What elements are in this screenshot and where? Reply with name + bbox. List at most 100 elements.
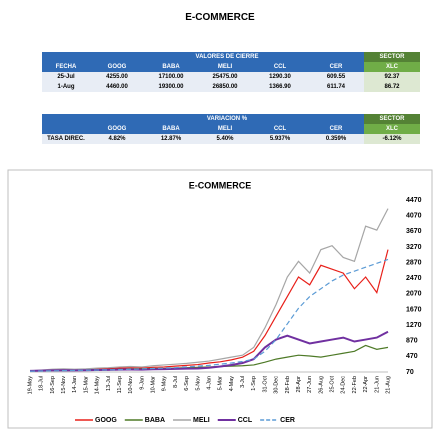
x-tick-label: 21-Aug [385,376,391,394]
table-cell: 1366.90 [252,82,308,92]
x-tick-label: 22-Apr [363,376,369,393]
x-tick-label: 26-Aug [318,376,324,394]
table-row: VARIACION % SECTOR [42,114,420,124]
table-cell: VARIACION % [90,114,364,124]
table-cell: CCL [252,62,308,72]
x-tick-label: 21-Jun [374,376,380,393]
y-tick-label: 3270 [406,244,422,251]
table-row: FECHA GOOG BABA MELI CCL CER XLC [42,62,420,72]
legend-label: GOOG [95,417,117,424]
table-row: 25-Jul 4255.00 17100.00 25475.00 1290.30 609.… [42,72,420,82]
x-tick-label: 4-Jan [206,376,212,390]
table-cell: GOOG [90,124,144,134]
table-cell [42,114,90,124]
table-cell [42,124,90,134]
y-tick-label: 2070 [406,291,422,298]
table-cell: 25-Jul [42,72,90,82]
y-tick-label: 70 [406,369,414,376]
legend-label: CER [280,417,295,424]
table-cell: CCL [252,124,308,134]
table-cell: BABA [144,62,198,72]
x-tick-label: 28-Apr [296,376,302,393]
line-series [29,208,389,372]
table-cell: 17100.00 [144,72,198,82]
x-tick-label: 9-May [162,376,168,392]
legend-label: MELI [193,417,210,424]
table-cell: 611.74 [308,82,364,92]
table-row: 1-Aug 4460.00 19300.00 26850.00 1366.90 611.7… [42,82,420,92]
table-cell: 12.87% [144,134,198,144]
x-tick-label: 3-Jul [240,376,246,388]
table-cell: MELI [198,62,252,72]
table-cell: -6.12% [364,134,420,144]
x-tick-label: 22-Feb [352,376,358,393]
table-cell: SECTOR [364,52,420,62]
x-tick-label: 31-Oct [262,376,268,393]
x-tick-label: 28-Feb [285,376,291,393]
variation-table: VARIACION % SECTOR GOOG BABA MELI CCL CER XLC TA… [42,114,420,144]
table-cell: MELI [198,124,252,134]
x-tick-label: 9-Jan [139,376,145,390]
x-tick-label: 1-Sep [251,376,257,391]
y-tick-label: 2870 [406,259,422,266]
table-cell: 1-Aug [42,82,90,92]
table-cell: 26850.00 [198,82,252,92]
table-cell: VALORES DE CIERRE [90,52,364,62]
x-tick-label: 14-Jan [72,376,78,393]
table-cell: 1290.30 [252,72,308,82]
closing-table: VALORES DE CIERRE SECTOR FECHA GOOG BABA MELI… [42,52,420,92]
y-tick-label: 4070 [406,212,422,219]
y-tick-label: 2470 [406,275,422,282]
x-tick-label: 5-Mar [218,376,224,391]
x-tick-label: 25-Oct [330,376,336,393]
y-tick-label: 470 [406,353,418,360]
page-title: E-COMMERCE [185,12,255,23]
x-tick-label: 6-Sep [184,376,190,391]
x-tick-label: 14-May [95,376,101,395]
x-tick-label: 15-Nov [61,376,67,394]
table-cell: XLC [364,62,420,72]
table-cell: 4460.00 [90,82,144,92]
y-tick-label: 3670 [406,228,422,235]
table-row: GOOG BABA MELI CCL CER XLC [42,124,420,134]
table-cell: XLC [364,124,420,134]
legend-label: BABA [145,417,165,424]
x-tick-label: 8-Jul [173,376,179,388]
table-cell: 86.72 [364,82,420,92]
x-tick-label: 11-Sep [117,376,123,393]
x-tick-label: 30-Dec [274,376,280,394]
x-tick-label: 24-Dec [341,376,347,394]
table-cell: 25475.00 [198,72,252,82]
table-cell: SECTOR [364,114,420,124]
table-cell: CER [308,124,364,134]
chart-title: E-COMMERCE [189,180,252,190]
table-cell: BABA [144,124,198,134]
x-tick-label: 27-Jun [307,376,313,393]
table-cell: 5.40% [198,134,252,144]
table-cell: 609.55 [308,72,364,82]
table-cell: FECHA [42,62,90,72]
x-tick-label: 15-Mar [83,376,89,394]
legend-label: CCL [238,417,253,424]
y-tick-label: 4470 [406,197,422,204]
x-tick-label: 5-Nov [195,376,201,391]
x-tick-label: 18-Jul [39,376,45,391]
table-cell: 4.82% [90,134,144,144]
table-cell: 0.359% [308,134,364,144]
table-row: VALORES DE CIERRE SECTOR [42,52,420,62]
table-cell: 5.937% [252,134,308,144]
table-cell [42,52,90,62]
x-tick-label: 4-May [229,376,235,392]
table-cell: TASA DIREC. [42,134,90,144]
chart-frame [7,169,433,429]
table-cell: GOOG [90,62,144,72]
table-cell: 4255.00 [90,72,144,82]
line-series [29,258,389,372]
y-tick-label: 1670 [406,306,422,313]
y-tick-label: 1270 [406,322,422,329]
x-tick-label: 10-Nov [128,376,134,394]
x-tick-label: 19-May [27,376,33,395]
table-cell: 19300.00 [144,82,198,92]
